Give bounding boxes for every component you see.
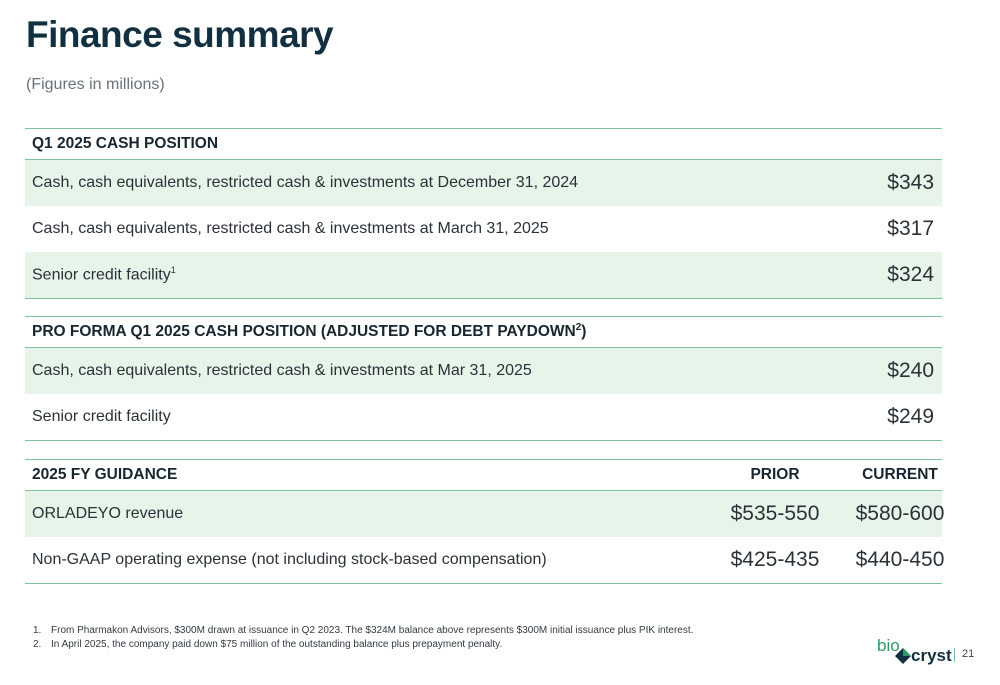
table-row: Senior credit facility1 $324 bbox=[25, 252, 942, 298]
table-row: Cash, cash equivalents, restricted cash … bbox=[25, 160, 942, 206]
row-label: Cash, cash equivalents, restricted cash … bbox=[32, 220, 549, 237]
table-row: Cash, cash equivalents, restricted cash … bbox=[25, 348, 942, 394]
row-label: ORLADEYO revenue bbox=[32, 505, 184, 522]
cash-position-section: Q1 2025 CASH POSITION Cash, cash equival… bbox=[25, 128, 942, 299]
page-title: Finance summary bbox=[26, 14, 334, 55]
row-value: $324 bbox=[887, 263, 934, 286]
pro-forma-section: PRO FORMA Q1 2025 CASH POSITION (ADJUSTE… bbox=[25, 316, 942, 441]
footnote-number: 2. bbox=[33, 639, 42, 650]
row-value: $343 bbox=[887, 171, 934, 194]
page-number: 21 bbox=[962, 648, 975, 660]
logo-diamond-icon bbox=[895, 648, 911, 664]
footnote: 2. In April 2025, the company paid down $… bbox=[33, 638, 693, 652]
logo-text-cryst: cryst bbox=[911, 646, 952, 665]
page-number-divider bbox=[954, 648, 955, 662]
row-label: Cash, cash equivalents, restricted cash … bbox=[32, 362, 532, 379]
table-row: Non-GAAP operating expense (not includin… bbox=[25, 537, 944, 583]
footnote-text: From Pharmakon Advisors, $300M drawn at … bbox=[51, 625, 694, 636]
row-label: Senior credit facility bbox=[32, 408, 171, 425]
row-label: Cash, cash equivalents, restricted cash … bbox=[32, 174, 579, 191]
footnote-number: 1. bbox=[33, 625, 42, 636]
row-label-text: Senior credit facility bbox=[32, 266, 171, 284]
pro-forma-header: PRO FORMA Q1 2025 CASH POSITION (ADJUSTE… bbox=[25, 316, 942, 348]
pro-forma-header-label: PRO FORMA Q1 2025 CASH POSITION (ADJUSTE… bbox=[32, 322, 586, 341]
cash-position-header: Q1 2025 CASH POSITION bbox=[25, 128, 942, 160]
table-row: ORLADEYO revenue $535-550 $580-600 bbox=[25, 491, 944, 537]
footnote-ref: 1 bbox=[170, 265, 176, 276]
row-value: $317 bbox=[887, 217, 934, 240]
cash-position-header-label: Q1 2025 CASH POSITION bbox=[32, 135, 219, 152]
prior-value: $425-435 bbox=[730, 548, 820, 571]
footnote: 1. From Pharmakon Advisors, $300M drawn a… bbox=[33, 624, 693, 638]
footnote-text: In April 2025, the company paid down $75… bbox=[51, 639, 503, 650]
page-subtitle: (Figures in millions) bbox=[26, 76, 165, 93]
table-row: Senior credit facility $249 bbox=[25, 394, 942, 440]
footnote-ref: 2 bbox=[575, 322, 582, 334]
logo-text-bio: bio bbox=[877, 636, 900, 655]
prior-value: $535-550 bbox=[730, 502, 820, 525]
guidance-header: 2025 FY GUIDANCE PRIOR CURRENT bbox=[25, 459, 942, 491]
pro-forma-header-close: ) bbox=[581, 323, 587, 341]
table-row: Cash, cash equivalents, restricted cash … bbox=[25, 206, 942, 252]
biocryst-logo: bio cryst bbox=[873, 636, 953, 672]
footnotes: 1. From Pharmakon Advisors, $300M drawn a… bbox=[33, 624, 693, 652]
row-value: $249 bbox=[887, 405, 934, 428]
prior-column-header: PRIOR bbox=[750, 466, 800, 483]
current-value: $580-600 bbox=[855, 502, 945, 525]
current-value: $440-450 bbox=[855, 548, 945, 571]
pro-forma-header-text: PRO FORMA Q1 2025 CASH POSITION (ADJUSTE… bbox=[32, 323, 576, 341]
row-label: Non-GAAP operating expense (not includin… bbox=[32, 551, 547, 568]
current-column-header: CURRENT bbox=[862, 466, 938, 483]
row-label: Senior credit facility1 bbox=[32, 265, 176, 284]
row-value: $240 bbox=[887, 359, 934, 382]
guidance-section: 2025 FY GUIDANCE PRIOR CURRENT ORLADEYO … bbox=[25, 459, 944, 584]
guidance-header-label: 2025 FY GUIDANCE bbox=[32, 466, 178, 483]
